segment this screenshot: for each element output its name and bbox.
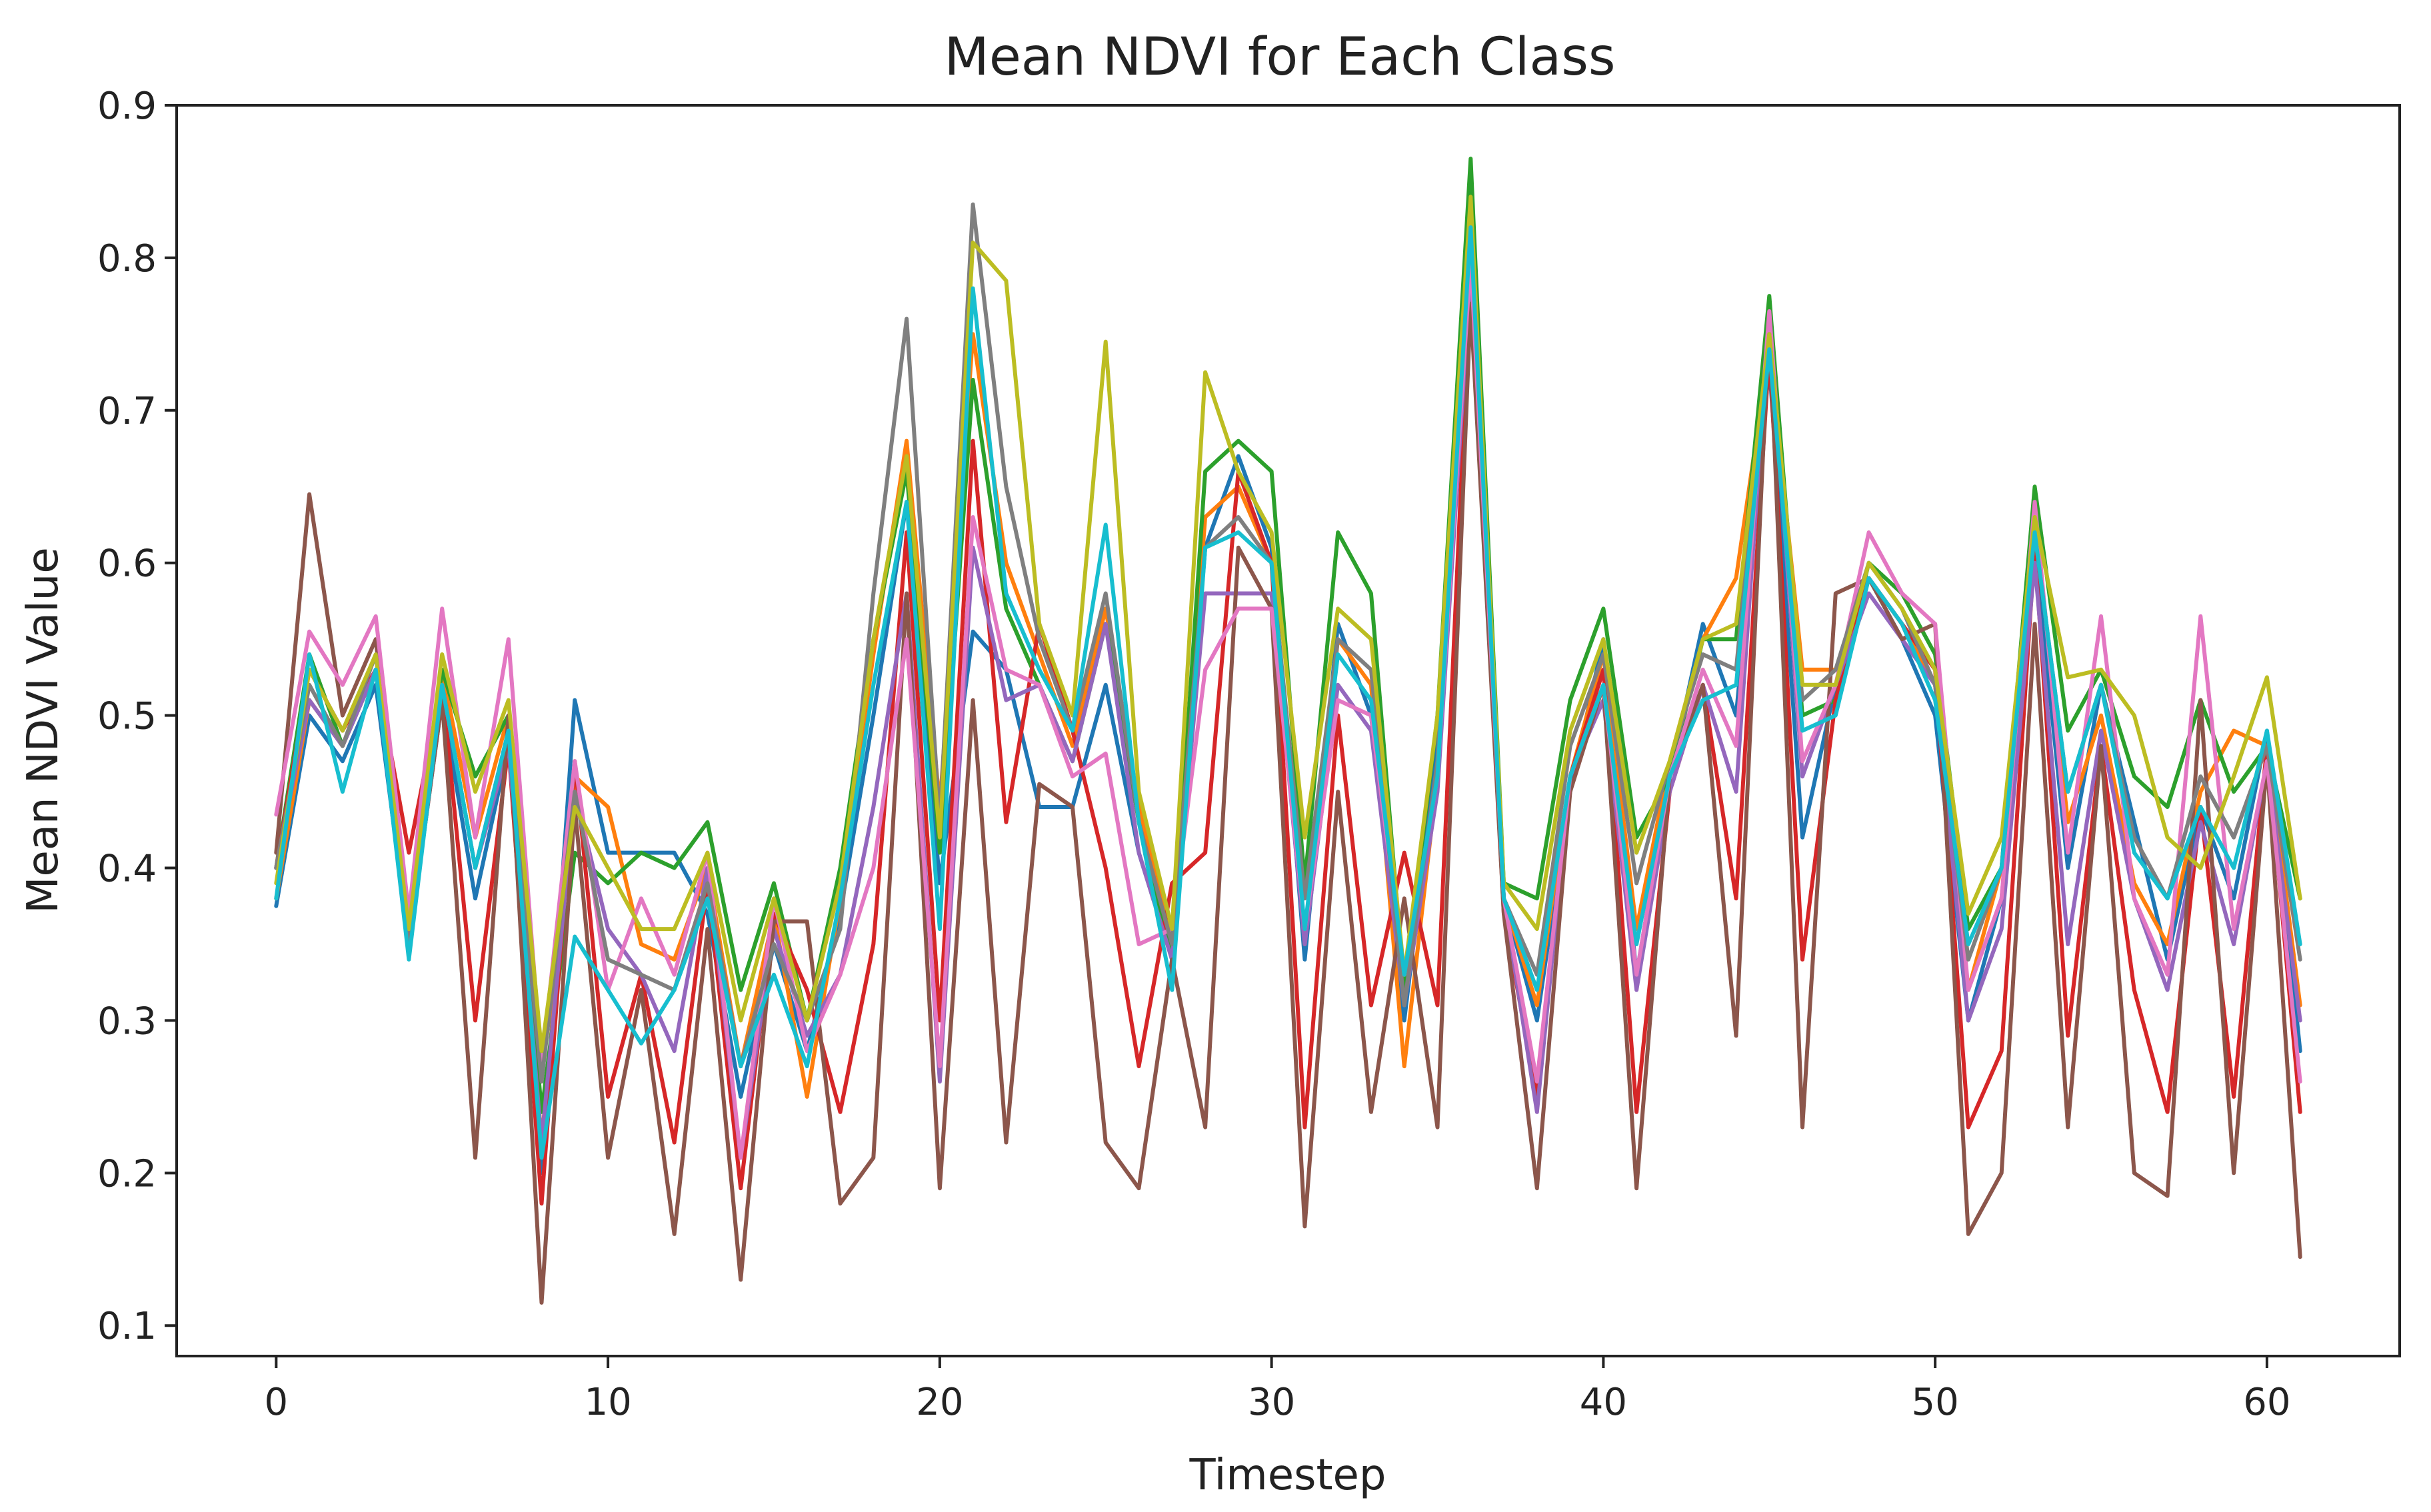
y-tick-label: 0.7 <box>97 390 157 433</box>
plot-frame <box>175 104 2401 1357</box>
x-tick-label: 50 <box>1912 1381 1959 1424</box>
y-tick-label: 0.2 <box>97 1152 157 1195</box>
y-tick-label: 0.1 <box>97 1305 157 1348</box>
x-tick-label: 20 <box>916 1381 963 1424</box>
y-tick-label: 0.5 <box>97 695 157 738</box>
y-tick-label: 0.4 <box>97 848 157 891</box>
y-axis: 0.1 0.2 0.3 0.4 0.5 0.6 0.7 0.8 0.9 <box>97 85 177 1348</box>
x-axis-label: Timestep <box>1189 1451 1386 1500</box>
series-line-4 <box>274 271 2302 1206</box>
x-tick-label: 40 <box>1580 1381 1627 1424</box>
y-tick-label: 0.9 <box>97 85 157 128</box>
series-line-9 <box>274 195 2302 1054</box>
y-tick-label: 0.8 <box>97 237 157 281</box>
y-tick-label: 0.6 <box>97 542 157 586</box>
x-tick-label: 0 <box>265 1381 289 1424</box>
x-tick-label: 30 <box>1248 1381 1295 1424</box>
x-tick-label: 60 <box>2243 1381 2290 1424</box>
y-axis-label: Mean NDVI Value <box>19 547 68 914</box>
x-tick-label: 10 <box>584 1381 631 1424</box>
series-line-6 <box>274 301 2302 1305</box>
series-layer <box>274 157 2302 1305</box>
y-tick-label: 0.3 <box>97 1000 157 1043</box>
x-axis: 0 10 20 30 40 50 60 <box>265 1356 2291 1424</box>
series-line-10 <box>274 225 2302 1160</box>
chart-title: Mean NDVI for Each Class <box>945 27 1616 87</box>
